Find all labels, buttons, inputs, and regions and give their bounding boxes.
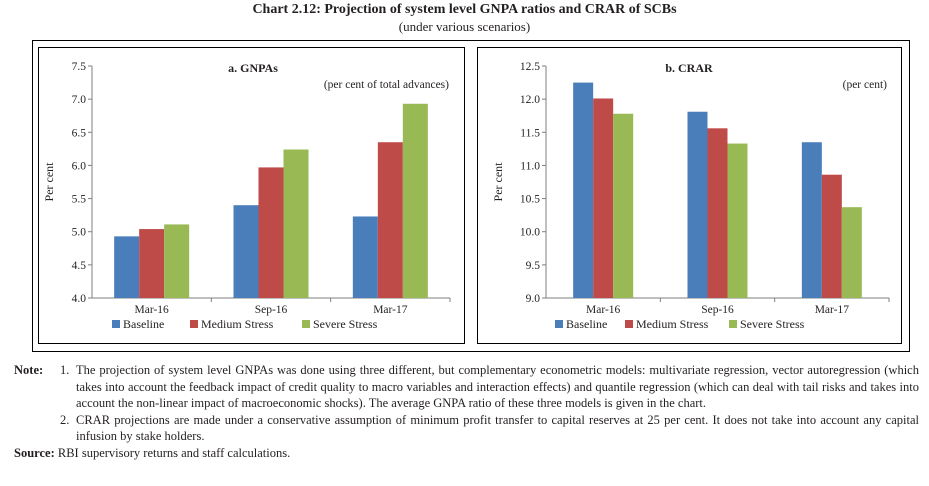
bar-baseline-mar-17	[801, 142, 822, 298]
legend-swatch	[625, 320, 633, 328]
bar-baseline-mar-17	[352, 216, 378, 298]
panel-title: a. GNPAs	[228, 61, 278, 75]
chart-frame	[32, 40, 910, 352]
y-tick-label: 12.0	[520, 94, 540, 106]
note-item: 2. CRAR projections are made under a con…	[60, 412, 919, 445]
y-tick-label: 7.0	[72, 94, 87, 106]
bar-medium-stress-sep-16	[258, 167, 284, 298]
bar-medium-stress-mar-16	[593, 98, 614, 298]
x-tick-label: Sep-16	[255, 304, 288, 316]
legend-swatch	[555, 320, 563, 328]
y-tick-label: 12.5	[520, 61, 540, 73]
bar-baseline-sep-16	[233, 205, 259, 298]
legend-label: Baseline	[123, 317, 164, 331]
legend-label: Medium Stress	[201, 317, 274, 331]
y-tick-label: 10.5	[520, 194, 540, 206]
legend-swatch	[302, 320, 310, 328]
y-tick-label: 5.5	[72, 194, 87, 206]
unit-note: (per cent)	[843, 79, 888, 91]
legend-label: Severe Stress	[740, 317, 805, 331]
x-tick-label: Mar-16	[586, 304, 621, 316]
y-tick-label: 9.5	[526, 260, 541, 272]
note-text: The projection of system level GNPAs was…	[76, 363, 919, 410]
bar-medium-stress-sep-16	[707, 128, 728, 298]
unit-note: (per cent of total advances)	[324, 79, 449, 91]
y-tick-label: 6.5	[72, 127, 87, 139]
bar-severe-stress-mar-17	[841, 207, 862, 298]
note-number: 1.	[60, 363, 70, 377]
crar-chart: 9.0 9.5 10.0 10.5 11.0 11.5 12.0 12.5 Per cent b.…	[491, 61, 890, 331]
bar-severe-stress-sep-16	[283, 149, 309, 298]
notes-section: Note: 1. The projection of system level …	[14, 362, 919, 461]
legend-swatch	[729, 320, 737, 328]
y-tick-label: 7.5	[72, 61, 87, 73]
y-tick-label: 4.0	[72, 293, 87, 305]
x-tick-label: Mar-16	[135, 304, 170, 316]
bar-medium-stress-mar-17	[377, 142, 403, 298]
y-axis-label: Per cent	[42, 162, 56, 202]
note-item: 1. The projection of system level GNPAs …	[60, 362, 919, 412]
legend-label: Baseline	[566, 317, 607, 331]
y-tick-label: 10.0	[520, 227, 540, 239]
source-text: RBI supervisory returns and staff calcul…	[57, 445, 291, 460]
panel-title: b. CRAR	[665, 61, 713, 75]
chart-subtitle: (under various scenarios)	[398, 19, 531, 34]
bar-medium-stress-mar-17	[821, 174, 842, 298]
gnpa-panel: 4.0 4.5 5.0 5.5 6.0 6.5 7.0 7.5 Per cent a. GNPAs…	[38, 47, 465, 344]
source-label: Source:	[14, 445, 55, 460]
y-tick-label: 11.5	[520, 127, 540, 139]
bar-baseline-mar-16	[573, 82, 594, 298]
note-text: CRAR projections are made under a conser…	[76, 412, 919, 444]
bar-medium-stress-mar-16	[139, 229, 165, 298]
x-tick-label: Sep-16	[701, 304, 734, 316]
y-tick-label: 6.0	[72, 160, 87, 172]
bar-baseline-mar-16	[114, 236, 140, 298]
y-axis-label: Per cent	[491, 162, 505, 202]
crar-panel: 9.0 9.5 10.0 10.5 11.0 11.5 12.0 12.5 Per cent b.…	[477, 47, 902, 344]
legend-swatch	[112, 320, 120, 328]
bar-baseline-sep-16	[687, 111, 708, 298]
legend-label: Medium Stress	[636, 317, 709, 331]
x-tick-label: Mar-17	[373, 304, 408, 316]
y-tick-label: 5.0	[72, 227, 87, 239]
x-tick-label: Mar-17	[815, 304, 850, 316]
bar-severe-stress-mar-17	[402, 103, 428, 298]
gnpa-chart: 4.0 4.5 5.0 5.5 6.0 6.5 7.0 7.5 Per cent a. GNPAs…	[42, 61, 451, 331]
note-number: 2.	[60, 412, 70, 427]
y-tick-label: 11.0	[520, 160, 540, 172]
bar-severe-stress-sep-16	[727, 143, 748, 298]
y-tick-label: 4.5	[72, 260, 87, 272]
bar-severe-stress-mar-16	[613, 113, 634, 299]
note-list: 1. The projection of system level GNPAs …	[60, 362, 919, 445]
legend-label: Severe Stress	[313, 317, 378, 331]
chart-title: Chart 2.12: Projection of system level G…	[252, 2, 677, 17]
note-label: Note:	[14, 363, 44, 377]
y-tick-label: 9.0	[526, 293, 541, 305]
bar-severe-stress-mar-16	[164, 224, 190, 298]
legend-swatch	[190, 320, 198, 328]
note-block: Note: 1. The projection of system level …	[14, 362, 919, 445]
source-line: Source: RBI supervisory returns and staf…	[14, 445, 919, 462]
